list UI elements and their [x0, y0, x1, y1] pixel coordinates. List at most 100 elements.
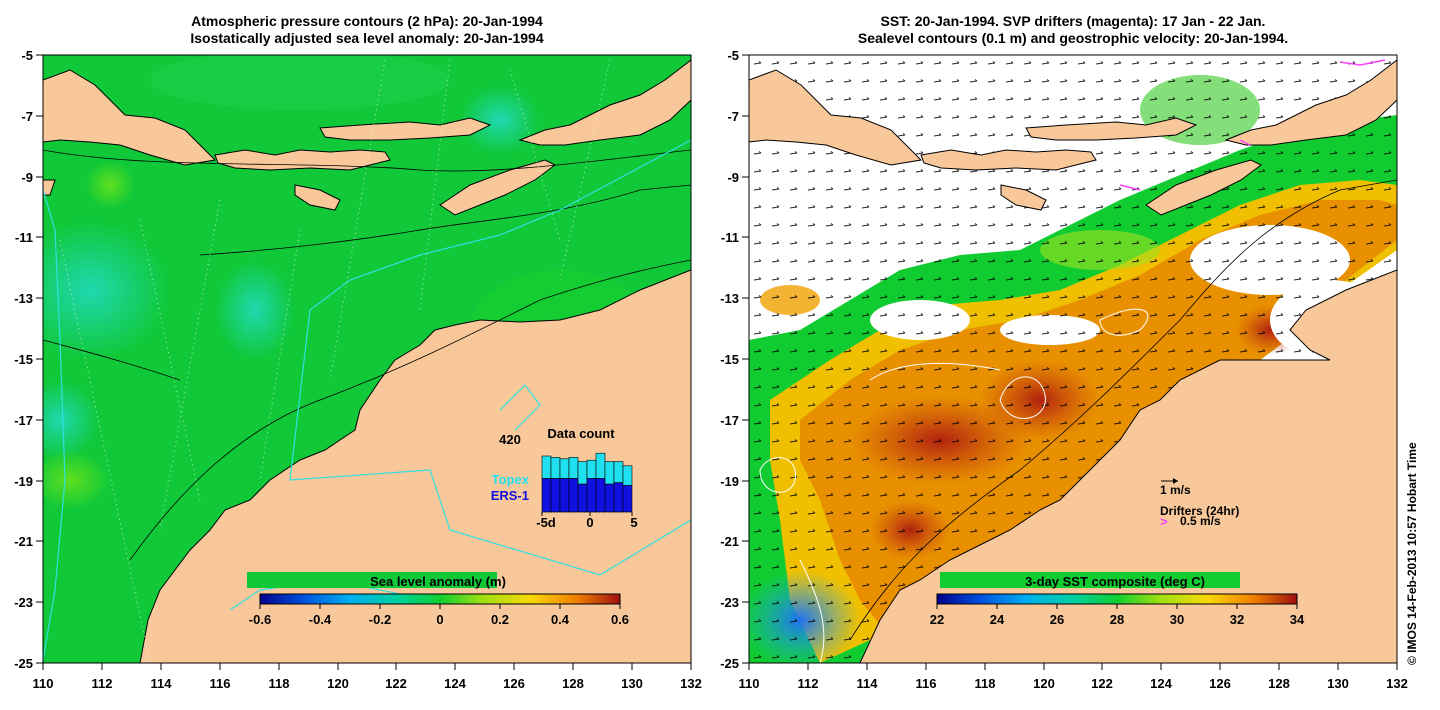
sst-colorbar: 3-day SST composite (deg C) 22 24 26 28 … [930, 572, 1305, 627]
x-tick-label: 130 [1327, 676, 1349, 691]
sst-colorbar-tick: 32 [1230, 612, 1244, 627]
legend-topex: Topex [492, 472, 530, 487]
y-tick-label: -25 [720, 656, 739, 671]
data-count-title: Data count [547, 426, 615, 441]
y-tick-label: -9 [727, 170, 739, 185]
y-tick-label: -19 [720, 474, 739, 489]
sla-colorbar-tick: 0 [436, 612, 443, 627]
sst-colorbar-tick: 34 [1290, 612, 1305, 627]
x-tick-label: 116 [210, 676, 231, 691]
data-count-inset: Data count Topex ERS-1 -5d 0 5 [491, 426, 638, 530]
sst-colorbar-label: 3-day SST composite (deg C) [1025, 574, 1205, 589]
count-bar-ers1 [613, 482, 624, 513]
sst-colorbar-tick: 28 [1110, 612, 1124, 627]
y-tick-label: -17 [14, 413, 33, 428]
drifters-label: Drifters (24hr) [1160, 504, 1239, 518]
ground-tracks [59, 59, 611, 663]
count-bar-ers1 [559, 478, 570, 513]
sla-colorbar-tick: -0.2 [369, 612, 391, 627]
count-bar-ers1 [568, 478, 579, 513]
y-tick-label: -5 [727, 48, 739, 63]
data-count-bars [541, 452, 633, 513]
count-bar-ers1 [622, 485, 633, 513]
right-panel: SST: 20-Jan-1994. SVP drifters (magenta)… [720, 13, 1408, 691]
count-bar-topex [577, 461, 588, 485]
sla-colorbar-tick: 0.6 [611, 612, 629, 627]
topex-tracks [43, 139, 691, 661]
count-bar-ers1 [550, 478, 561, 513]
y-tick-label: -21 [720, 534, 739, 549]
x-tick-label: 118 [975, 676, 996, 691]
y-tick-label: -19 [14, 474, 33, 489]
sla-colorbar-tick: 0.4 [551, 612, 570, 627]
sla-colorbar-tick: -0.6 [249, 612, 271, 627]
left-title-line1: Atmospheric pressure contours (2 hPa): 2… [191, 13, 543, 29]
left-x-axis: 110 112 114 116 118 120 122 124 126 128 … [33, 676, 702, 691]
x-tick-label: 120 [327, 676, 349, 691]
velocity-scale-label: 1 m/s [1160, 483, 1191, 497]
right-x-axis: 110 112 114 116 118 120 122 124 126 128 … [739, 676, 1408, 691]
count-x-tick: -5d [536, 515, 556, 530]
x-tick-label: 128 [1268, 676, 1290, 691]
count-bar-topex [541, 455, 552, 479]
sst-colorbar-tick: 30 [1170, 612, 1184, 627]
y-tick-label: -17 [720, 413, 739, 428]
count-bar-ers1 [595, 478, 606, 513]
y-tick-label: -5 [21, 48, 33, 63]
count-bar-topex [568, 457, 579, 479]
x-tick-label: 124 [1150, 676, 1172, 691]
y-tick-label: -21 [14, 534, 33, 549]
count-bar-topex [586, 459, 597, 479]
y-tick-label: -13 [720, 291, 739, 306]
sla-colorbar-label: Sea level anomaly (m) [370, 574, 506, 589]
right-title-line2: Sealevel contours (0.1 m) and geostrophi… [858, 30, 1288, 46]
x-tick-label: 132 [1386, 676, 1408, 691]
velocity-legend: 1 m/s Drifters (24hr) > 0.5 m/s [1160, 478, 1239, 529]
tide-gauge-label: 420 [499, 432, 521, 447]
drifter-scale-label: 0.5 m/s [1180, 514, 1221, 528]
land-mass [43, 59, 691, 663]
x-tick-label: 126 [1209, 676, 1231, 691]
y-tick-label: -23 [720, 595, 739, 610]
legend-ers1: ERS-1 [491, 488, 529, 503]
count-bar-topex [550, 457, 561, 479]
right-title-line1: SST: 20-Jan-1994. SVP drifters (magenta)… [881, 13, 1266, 29]
x-tick-label: 128 [562, 676, 584, 691]
x-tick-label: 110 [33, 676, 54, 691]
sst-colorbar-tick: 24 [990, 612, 1005, 627]
x-tick-label: 116 [916, 676, 937, 691]
x-tick-label: 110 [739, 676, 760, 691]
sea-level-anomaly-map [43, 55, 691, 663]
x-tick-label: 122 [1091, 676, 1113, 691]
sst-colorbar-tick: 22 [930, 612, 944, 627]
x-tick-label: 112 [92, 676, 113, 691]
y-tick-label: -25 [14, 656, 33, 671]
sst-map [749, 55, 1397, 663]
x-tick-label: 126 [503, 676, 525, 691]
pressure-contours [43, 149, 691, 561]
x-tick-label: 112 [798, 676, 819, 691]
y-tick-label: -23 [14, 595, 33, 610]
left-title-line2: Isostatically adjusted sea level anomaly… [190, 30, 544, 46]
count-x-tick: 0 [586, 515, 593, 530]
left-y-axis: -5 -7 -9 -11 -13 -15 -17 -19 -21 -23 -25 [14, 48, 33, 671]
sea-level-contours [759, 308, 1149, 663]
sst-colorbar-ramp [936, 593, 1298, 605]
count-bar-topex [595, 452, 606, 479]
x-tick-label: 118 [269, 676, 290, 691]
right-y-axis: -5 -7 -9 -11 -13 -15 -17 -19 -21 -23 -25 [720, 48, 739, 671]
x-tick-label: 132 [680, 676, 702, 691]
count-bar-ers1 [541, 478, 552, 513]
drifter-scale-icon: > [1160, 514, 1168, 529]
y-tick-label: -7 [727, 109, 739, 124]
x-tick-label: 124 [444, 676, 466, 691]
sla-colorbar-ramp [259, 593, 621, 605]
x-tick-label: 122 [385, 676, 407, 691]
count-bar-ers1 [577, 483, 588, 513]
count-bar-topex [559, 458, 570, 479]
count-bar-topex [604, 461, 615, 485]
y-tick-label: -13 [14, 291, 33, 306]
sla-colorbar-tick: -0.4 [309, 612, 332, 627]
left-panel: Atmospheric pressure contours (2 hPa): 2… [14, 13, 702, 691]
